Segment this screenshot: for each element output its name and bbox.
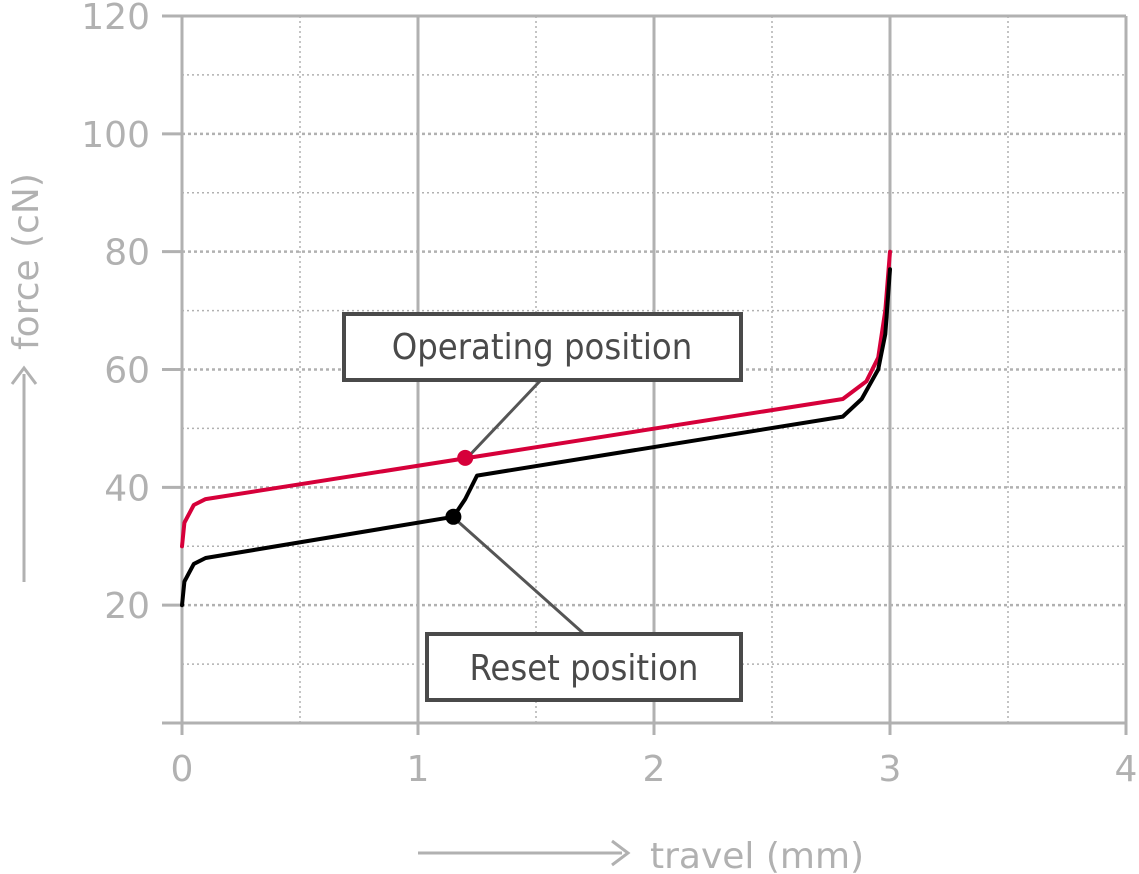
y-axis-label-group: force (cN) [6,173,47,582]
x-axis-label: travel (mm) [650,836,864,874]
series-line-operating [180,249,892,549]
operating-position-box [342,312,743,382]
x-axis-arrowhead [611,839,631,867]
x-tick-label: 4 [1115,749,1138,790]
series-lines [180,249,892,608]
x-axis-label-group: travel (mm) [418,836,864,874]
x-tick-label: 0 [171,749,194,790]
series-line-reset [180,267,892,608]
operating-position-marker [457,449,474,466]
y-axis-label: force (cN) [6,173,47,350]
x-tick-label: 2 [643,749,666,790]
y-tick-label: 40 [104,468,150,509]
y-tick-label: 80 [104,233,150,274]
operating-position-leader [465,379,542,460]
x-tick-label: 3 [879,749,902,790]
y-tick-label: 60 [104,351,150,392]
callouts: Operating position Reset position [342,312,743,702]
y-tick-label: 120 [81,0,150,38]
reset-position-box [425,632,743,702]
y-tick-label: 20 [104,586,150,627]
y-axis-arrowhead [10,365,38,385]
reset-position-label: Reset position [470,648,699,689]
reset-position-marker [445,508,462,525]
reset-position-leader [453,516,584,635]
x-tick-label: 1 [407,749,430,790]
tick-labels: 0 1 2 3 4 20 40 60 80 100 120 [81,0,1137,790]
position-markers [445,449,474,525]
y-tick-label: 100 [81,115,150,156]
operating-position-label: Operating position [392,327,693,368]
